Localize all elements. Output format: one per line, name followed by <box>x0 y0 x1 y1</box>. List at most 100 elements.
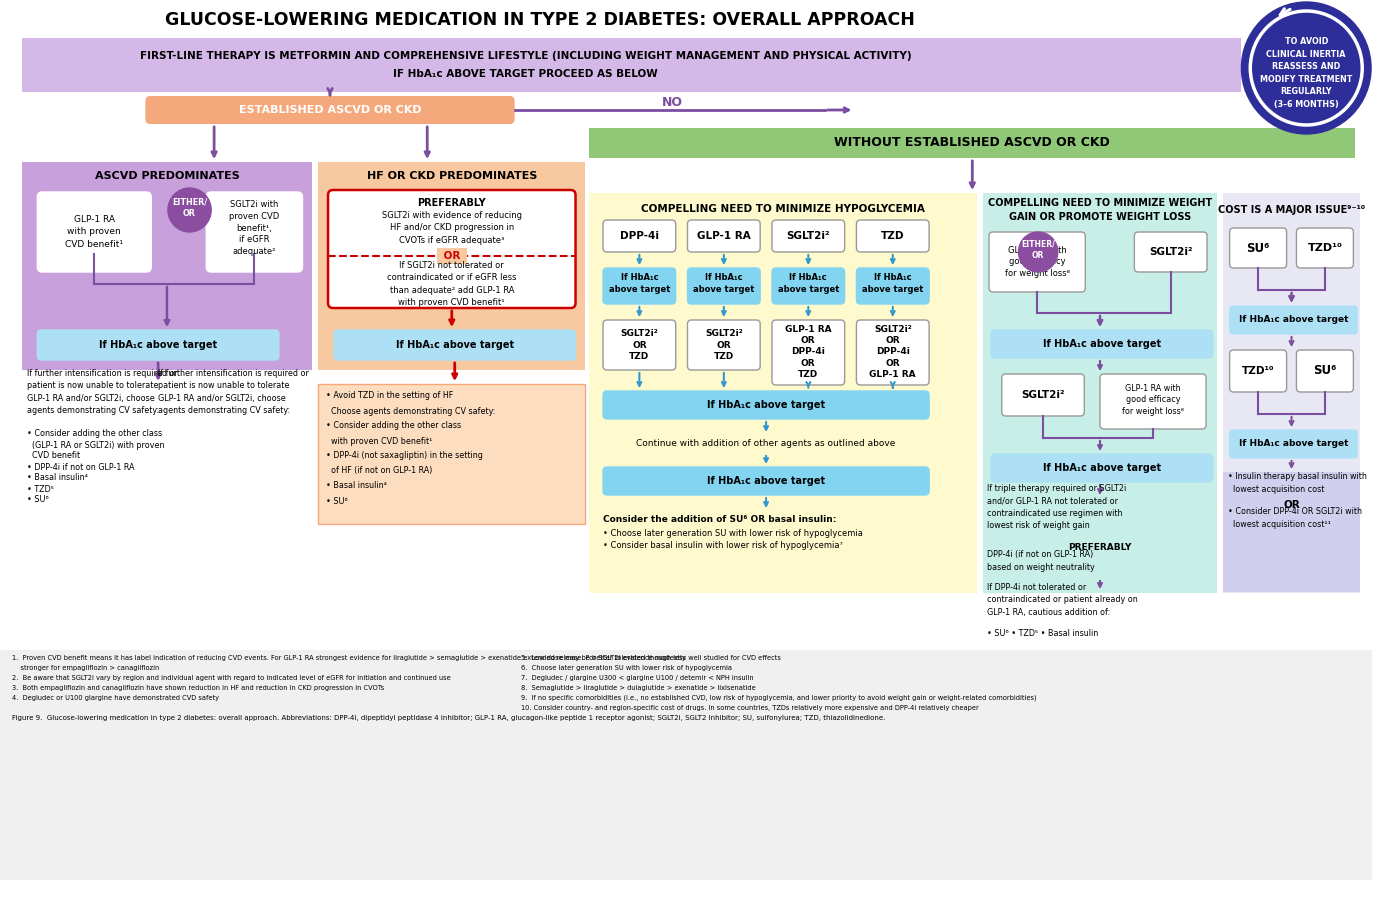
Text: of HF (if not on GLP-1 RA): of HF (if not on GLP-1 RA) <box>326 466 433 475</box>
Text: above target: above target <box>862 285 923 295</box>
FancyBboxPatch shape <box>38 330 279 360</box>
FancyBboxPatch shape <box>604 391 929 419</box>
Text: IF HbA₁c ABOVE TARGET PROCEED AS BELOW: IF HbA₁c ABOVE TARGET PROCEED AS BELOW <box>393 69 658 79</box>
Text: 7.  Degludec / glargine U300 < glargine U100 / detemir < NPH insulin: 7. Degludec / glargine U300 < glargine U… <box>521 675 753 681</box>
Text: 2.  Be aware that SGLT2i vary by region and individual agent with regard to indi: 2. Be aware that SGLT2i vary by region a… <box>11 675 451 681</box>
FancyBboxPatch shape <box>687 220 760 252</box>
FancyBboxPatch shape <box>604 220 676 252</box>
Text: • DPP-4i (not saxagliptin) in the setting: • DPP-4i (not saxagliptin) in the settin… <box>326 452 483 461</box>
Text: • TZD⁵: • TZD⁵ <box>28 484 54 494</box>
Text: SGLT2i²
OR
DPP-4i
OR
GLP-1 RA: SGLT2i² OR DPP-4i OR GLP-1 RA <box>869 325 916 379</box>
Bar <box>983 193 1217 593</box>
Text: EITHER/
OR: EITHER/ OR <box>1021 240 1055 260</box>
FancyBboxPatch shape <box>1099 374 1206 429</box>
Text: SU⁶: SU⁶ <box>1313 365 1337 377</box>
FancyBboxPatch shape <box>1296 228 1354 268</box>
FancyBboxPatch shape <box>604 320 676 370</box>
Text: If further intensification is required or
patient is now unable to tolerate
GLP-: If further intensification is required o… <box>28 369 179 415</box>
FancyBboxPatch shape <box>1229 306 1358 334</box>
Text: stronger for empagliflozin > canagliflozin: stronger for empagliflozin > canaglifloz… <box>11 665 159 671</box>
Bar <box>590 128 1355 158</box>
Text: PREFERABLY: PREFERABLY <box>418 198 486 208</box>
Text: 10. Consider country- and region-specific cost of drugs. In some countries, TZDs: 10. Consider country- and region-specifi… <box>521 705 978 711</box>
Text: • SU⁶ • TZD⁵ • Basal insulin: • SU⁶ • TZD⁵ • Basal insulin <box>988 630 1098 638</box>
Bar <box>319 162 585 370</box>
Text: HF OR CKD PREDOMINATES: HF OR CKD PREDOMINATES <box>366 171 536 181</box>
FancyBboxPatch shape <box>1229 350 1287 392</box>
Text: OR: OR <box>440 251 464 261</box>
Text: • Consider adding the other class: • Consider adding the other class <box>28 429 162 438</box>
FancyBboxPatch shape <box>1002 374 1084 416</box>
Text: If HbA₁c above target: If HbA₁c above target <box>1239 439 1348 448</box>
Text: TO AVOID
CLINICAL INERTIA
REASSESS AND
MODIFY TREATMENT
REGULARLY
(3–6 MONTHS): TO AVOID CLINICAL INERTIA REASSESS AND M… <box>1260 37 1352 109</box>
Text: If HbA₁c above target: If HbA₁c above target <box>99 340 217 350</box>
Text: If HbA₁c: If HbA₁c <box>620 274 658 283</box>
Text: above target: above target <box>778 285 840 295</box>
FancyBboxPatch shape <box>773 320 845 385</box>
Bar <box>1222 193 1361 593</box>
Text: If HbA₁c above target: If HbA₁c above target <box>1239 315 1348 325</box>
FancyBboxPatch shape <box>145 96 514 124</box>
FancyBboxPatch shape <box>990 330 1213 358</box>
Text: OR: OR <box>1282 500 1299 510</box>
FancyBboxPatch shape <box>687 268 760 304</box>
Text: COST IS A MAJOR ISSUE⁹⁻¹⁰: COST IS A MAJOR ISSUE⁹⁻¹⁰ <box>1218 205 1365 215</box>
Text: • Consider DPP-4i OR SGLT2i with
  lowest acquisition cost¹¹: • Consider DPP-4i OR SGLT2i with lowest … <box>1228 507 1362 529</box>
FancyBboxPatch shape <box>687 320 760 370</box>
Text: 1.  Proven CVD benefit means it has label indication of reducing CVD events. For: 1. Proven CVD benefit means it has label… <box>11 655 686 661</box>
Text: TZD¹⁰: TZD¹⁰ <box>1242 366 1274 376</box>
Text: If HbA₁c: If HbA₁c <box>789 274 827 283</box>
FancyBboxPatch shape <box>604 268 676 304</box>
Text: • SU⁶: • SU⁶ <box>28 495 49 504</box>
Text: 5.  Low dose may be better tolerated though less well studied for CVD effects: 5. Low dose may be better tolerated thou… <box>521 655 781 661</box>
Text: If SGLT2i not tolerated or
contraindicated or if eGFR less
than adequate² add GL: If SGLT2i not tolerated or contraindicat… <box>387 261 517 307</box>
FancyBboxPatch shape <box>856 220 929 252</box>
FancyBboxPatch shape <box>856 268 929 304</box>
Text: • Basal insulin⁴: • Basal insulin⁴ <box>326 482 387 491</box>
Text: SGLT2i with
proven CVD
benefit¹,
if eGFR
adequate²: SGLT2i with proven CVD benefit¹, if eGFR… <box>229 200 279 256</box>
Text: If HbA₁c above target: If HbA₁c above target <box>1044 339 1161 349</box>
Text: COMPELLING NEED TO MINIMIZE HYPOGLYCEMIA: COMPELLING NEED TO MINIMIZE HYPOGLYCEMIA <box>641 204 925 214</box>
FancyBboxPatch shape <box>38 192 151 272</box>
Text: WITHOUT ESTABLISHED ASCVD OR CKD: WITHOUT ESTABLISHED ASCVD OR CKD <box>834 136 1111 149</box>
Text: If DPP-4i not tolerated or
contraindicated or patient already on
GLP-1 RA, cauti: If DPP-4i not tolerated or contraindicat… <box>988 583 1137 617</box>
Text: 4.  Degludec or U100 glargine have demonstrated CVD safety: 4. Degludec or U100 glargine have demons… <box>11 695 219 701</box>
Text: GLP-1 RA with
good efficacy
for weight loss⁸: GLP-1 RA with good efficacy for weight l… <box>1004 245 1070 278</box>
Text: SGLT2i²
OR
TZD: SGLT2i² OR TZD <box>620 329 658 361</box>
Text: with proven CVD benefit¹: with proven CVD benefit¹ <box>326 436 433 445</box>
Text: EITHER/
OR: EITHER/ OR <box>172 198 207 218</box>
Text: GLP-1 RA
OR
DPP-4i
OR
TZD: GLP-1 RA OR DPP-4i OR TZD <box>785 325 831 379</box>
Text: If HbA₁c: If HbA₁c <box>705 274 743 283</box>
Text: • SU⁶: • SU⁶ <box>326 496 348 505</box>
Text: Consider the addition of SU⁶ OR basal insulin:: Consider the addition of SU⁶ OR basal in… <box>604 514 837 524</box>
Text: If HbA₁c above target: If HbA₁c above target <box>1044 463 1161 473</box>
Text: 8.  Semaglutide > liraglutide > dulaglutide > exenatide > lixisenatide: 8. Semaglutide > liraglutide > dulagluti… <box>521 685 756 691</box>
Text: SGLT2i²: SGLT2i² <box>1148 247 1193 257</box>
Bar <box>319 384 585 524</box>
Circle shape <box>168 188 211 232</box>
FancyBboxPatch shape <box>1134 232 1207 272</box>
Bar <box>0 650 1372 880</box>
Text: GLUCOSE-LOWERING MEDICATION IN TYPE 2 DIABETES: OVERALL APPROACH: GLUCOSE-LOWERING MEDICATION IN TYPE 2 DI… <box>165 11 915 29</box>
FancyBboxPatch shape <box>207 192 303 272</box>
Text: • Choose later generation SU with lower risk of hypoglycemia: • Choose later generation SU with lower … <box>604 528 863 537</box>
Text: SGLT2i²: SGLT2i² <box>1021 390 1065 400</box>
FancyBboxPatch shape <box>1296 350 1354 392</box>
Text: SGLT2i²: SGLT2i² <box>787 231 830 241</box>
FancyBboxPatch shape <box>989 232 1085 292</box>
Text: If further intensification is required or
patient is now unable to tolerate
GLP-: If further intensification is required o… <box>158 369 309 415</box>
Text: ESTABLISHED ASCVD OR CKD: ESTABLISHED ASCVD OR CKD <box>239 105 422 115</box>
Text: Choose agents demonstrating CV safety:: Choose agents demonstrating CV safety: <box>326 406 496 415</box>
Text: 6.  Choose later generation SU with lower risk of hypoglycemia: 6. Choose later generation SU with lower… <box>521 665 732 671</box>
Bar <box>590 193 978 593</box>
Circle shape <box>1242 2 1370 134</box>
Text: GLP-1 RA
with proven
CVD benefit¹: GLP-1 RA with proven CVD benefit¹ <box>66 215 123 249</box>
Text: SU⁶: SU⁶ <box>1246 242 1270 255</box>
Text: GLP-1 RA: GLP-1 RA <box>697 231 750 241</box>
Text: Continue with addition of other agents as outlined above: Continue with addition of other agents a… <box>637 438 895 447</box>
Text: COMPELLING NEED TO MINIMIZE WEIGHT
GAIN OR PROMOTE WEIGHT LOSS: COMPELLING NEED TO MINIMIZE WEIGHT GAIN … <box>988 198 1213 222</box>
Text: • Consider basal insulin with lower risk of hypoglycemia⁷: • Consider basal insulin with lower risk… <box>604 541 842 550</box>
FancyBboxPatch shape <box>1229 228 1287 268</box>
Text: ASCVD PREDOMINATES: ASCVD PREDOMINATES <box>95 171 239 181</box>
Text: above target: above target <box>609 285 671 295</box>
